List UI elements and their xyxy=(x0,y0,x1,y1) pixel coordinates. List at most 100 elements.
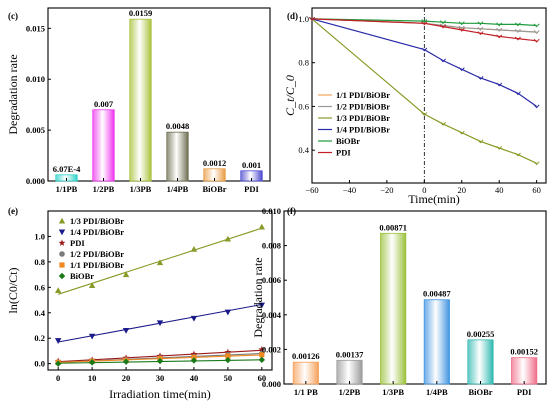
data-point xyxy=(156,259,164,266)
series-point xyxy=(458,27,465,32)
y-tick-label: 1.0 xyxy=(34,231,45,241)
series-point xyxy=(496,82,503,87)
bar-value-label: 0.0159 xyxy=(129,8,152,18)
y-axis-title: C_t/C_0 xyxy=(283,75,297,116)
data-point xyxy=(54,287,62,294)
bar xyxy=(92,109,115,182)
bar-value-label: 0.0048 xyxy=(166,121,189,131)
x-tick-label: 1/1 PB xyxy=(294,387,318,397)
panel-label: (c) xyxy=(8,11,18,21)
series-point xyxy=(496,34,503,39)
x-tick-label: −20 xyxy=(380,185,393,195)
data-point xyxy=(258,346,266,353)
y-tick-label: 0.015 xyxy=(26,23,45,33)
legend-label: 1/3 PDI/BiOBr xyxy=(336,113,390,123)
x-tick-label: BiOBr xyxy=(468,387,492,397)
plot-frame xyxy=(283,210,547,385)
bar xyxy=(129,18,152,182)
plot-frame xyxy=(47,7,271,182)
data-point xyxy=(190,315,198,322)
series-point xyxy=(421,47,428,52)
x-tick-label: 60 xyxy=(532,185,541,195)
y-tick-label: 1.0 xyxy=(298,14,309,24)
legend-label: 1/1 PDI/BiOBr xyxy=(336,90,390,100)
series-point xyxy=(477,21,484,26)
data-point xyxy=(259,352,265,358)
x-tick-label: 40 xyxy=(495,185,504,195)
panel-f-bar-chart: 0.000 0.002 0.004 0.006 0.008 0.010 0.00126 1/1… xyxy=(251,206,547,397)
bar-value-label: 0.007 xyxy=(94,99,114,109)
panel-c-bar-chart: 0.000 0.005 0.010 0.015 6.07E-4 1/1PB 0.007 1/2… xyxy=(6,7,271,194)
y-tick-label: 0.004 xyxy=(262,310,282,320)
y-tick-label: 0.006 xyxy=(262,275,281,285)
bar-value-label: 0.00487 xyxy=(423,289,451,299)
legend-marker xyxy=(59,262,65,268)
data-point xyxy=(122,328,130,334)
series-point xyxy=(477,139,484,144)
x-tick-label: 1/4PB xyxy=(426,387,448,397)
series-point xyxy=(440,20,447,25)
data-point xyxy=(224,348,232,356)
x-tick-label: 1/1PB xyxy=(56,184,78,194)
legend-label: 1/2 PDI/BiOBr xyxy=(70,249,124,259)
legend-label: PDI xyxy=(70,238,85,248)
y-tick-label: 0.000 xyxy=(262,379,281,389)
x-tick-label: 0 xyxy=(56,373,60,383)
data-point xyxy=(224,309,232,316)
bar xyxy=(292,361,319,385)
legend-label: BiOBr xyxy=(336,136,360,146)
bar-value-label: 0.00126 xyxy=(292,351,320,361)
series-point xyxy=(440,121,447,126)
series-point xyxy=(514,29,521,33)
y-tick-label: 0.008 xyxy=(262,241,281,251)
legend-label: BiOBr xyxy=(70,271,94,281)
plot-frame xyxy=(311,7,547,184)
y-tick-label: 0.4 xyxy=(34,308,45,318)
x-tick-label: 40 xyxy=(190,373,199,383)
x-tick-label: −60 xyxy=(305,185,318,195)
data-point xyxy=(88,359,96,366)
legend-label: 1/2 PDI/BiOBr xyxy=(336,102,390,112)
x-tick-label: BiOBr xyxy=(202,184,226,194)
series-point xyxy=(477,76,484,80)
data-point xyxy=(122,358,130,365)
x-tick-label: 1/4PB xyxy=(167,184,189,194)
series-point xyxy=(533,104,540,109)
series-point xyxy=(496,27,503,32)
data-point xyxy=(224,235,232,242)
bar-value-label: 0.001 xyxy=(242,160,261,170)
x-tick-label: 20 xyxy=(458,185,467,195)
x-axis-title: Time(min) xyxy=(408,192,460,206)
series-point xyxy=(421,21,428,26)
bar xyxy=(511,357,538,385)
series-point xyxy=(533,161,540,166)
data-point xyxy=(190,245,198,252)
x-tick-label: 1/2PB xyxy=(339,387,361,397)
y-tick-label: 0.005 xyxy=(26,125,45,135)
series-point xyxy=(440,24,447,29)
series-point xyxy=(496,146,503,150)
x-tick-label: −40 xyxy=(343,185,356,195)
y-tick-label: 0.010 xyxy=(262,206,281,216)
data-point xyxy=(224,356,232,364)
series-point xyxy=(440,58,447,63)
bar-value-label: 0.0012 xyxy=(203,158,226,168)
legend-marker xyxy=(58,272,66,280)
series-point xyxy=(421,19,428,24)
y-tick-label: 0.010 xyxy=(26,74,45,84)
legend-label: PDI xyxy=(336,148,351,158)
series-line xyxy=(311,18,537,164)
y-tick-label: 0.002 xyxy=(262,344,281,354)
y-tick-label: 0.000 xyxy=(26,176,45,186)
x-tick-label: PDI xyxy=(517,387,532,397)
legend-marker xyxy=(58,217,66,224)
x-tick-label: 60 xyxy=(258,373,267,383)
data-point xyxy=(54,360,62,367)
data-point xyxy=(190,357,198,364)
bar-value-label: 6.07E-4 xyxy=(53,164,81,174)
y-tick-label: 0.6 xyxy=(298,101,309,111)
data-point xyxy=(122,271,130,278)
x-tick-label: PDI xyxy=(244,184,259,194)
series-point xyxy=(309,16,315,21)
